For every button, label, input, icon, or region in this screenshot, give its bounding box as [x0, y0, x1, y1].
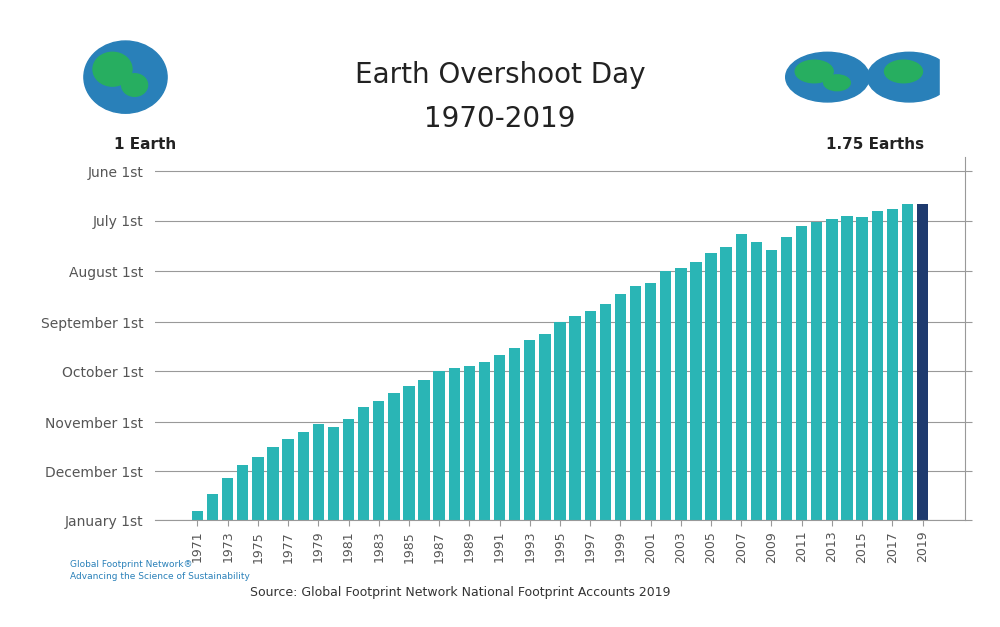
Bar: [343, 419, 354, 520]
Circle shape: [122, 74, 148, 97]
Text: 1970-2019: 1970-2019: [424, 105, 576, 133]
Bar: [494, 355, 505, 520]
Bar: [313, 424, 324, 520]
Text: 1 Earth: 1 Earth: [114, 137, 176, 152]
Bar: [373, 401, 384, 520]
Bar: [856, 218, 868, 520]
Bar: [630, 286, 641, 520]
Bar: [660, 271, 671, 520]
Bar: [872, 211, 883, 520]
Bar: [917, 204, 928, 520]
Bar: [887, 209, 898, 520]
Bar: [539, 334, 551, 520]
Bar: [403, 386, 415, 520]
Bar: [298, 432, 309, 520]
Bar: [222, 478, 233, 520]
Bar: [940, 38, 970, 150]
Bar: [690, 261, 702, 520]
Bar: [675, 268, 687, 520]
Bar: [509, 349, 520, 520]
Bar: [524, 340, 535, 520]
Bar: [479, 362, 490, 520]
Circle shape: [93, 52, 132, 86]
Bar: [736, 234, 747, 520]
Bar: [358, 408, 369, 520]
Circle shape: [786, 52, 869, 102]
Bar: [252, 456, 264, 520]
Bar: [751, 242, 762, 520]
Bar: [207, 494, 218, 520]
Bar: [267, 446, 279, 520]
Bar: [418, 379, 430, 520]
Bar: [781, 237, 792, 520]
Bar: [600, 304, 611, 520]
Bar: [902, 204, 913, 520]
Bar: [328, 427, 339, 520]
Bar: [811, 223, 822, 520]
Circle shape: [795, 60, 833, 83]
Circle shape: [867, 52, 951, 102]
Text: Earth Overshoot Day: Earth Overshoot Day: [355, 61, 645, 89]
Bar: [705, 253, 717, 520]
Bar: [720, 247, 732, 520]
Bar: [237, 465, 248, 520]
Text: 1.75 Earths: 1.75 Earths: [826, 137, 924, 152]
Circle shape: [84, 41, 167, 113]
Bar: [464, 366, 475, 520]
Bar: [766, 250, 777, 520]
Bar: [433, 371, 445, 520]
Bar: [554, 322, 566, 520]
Bar: [826, 219, 838, 520]
Bar: [841, 216, 853, 520]
Circle shape: [885, 60, 922, 83]
Bar: [569, 315, 581, 520]
Bar: [615, 294, 626, 520]
Bar: [796, 226, 807, 520]
Circle shape: [824, 75, 850, 91]
Text: Source: Global Footprint Network National Footprint Accounts 2019: Source: Global Footprint Network Nationa…: [250, 586, 670, 599]
Bar: [282, 438, 294, 520]
Bar: [645, 283, 656, 520]
Bar: [388, 393, 400, 520]
Text: Global Footprint Network®
Advancing the Science of Sustainability: Global Footprint Network® Advancing the …: [70, 560, 250, 581]
Bar: [449, 368, 460, 520]
Bar: [192, 510, 203, 520]
Bar: [585, 311, 596, 520]
